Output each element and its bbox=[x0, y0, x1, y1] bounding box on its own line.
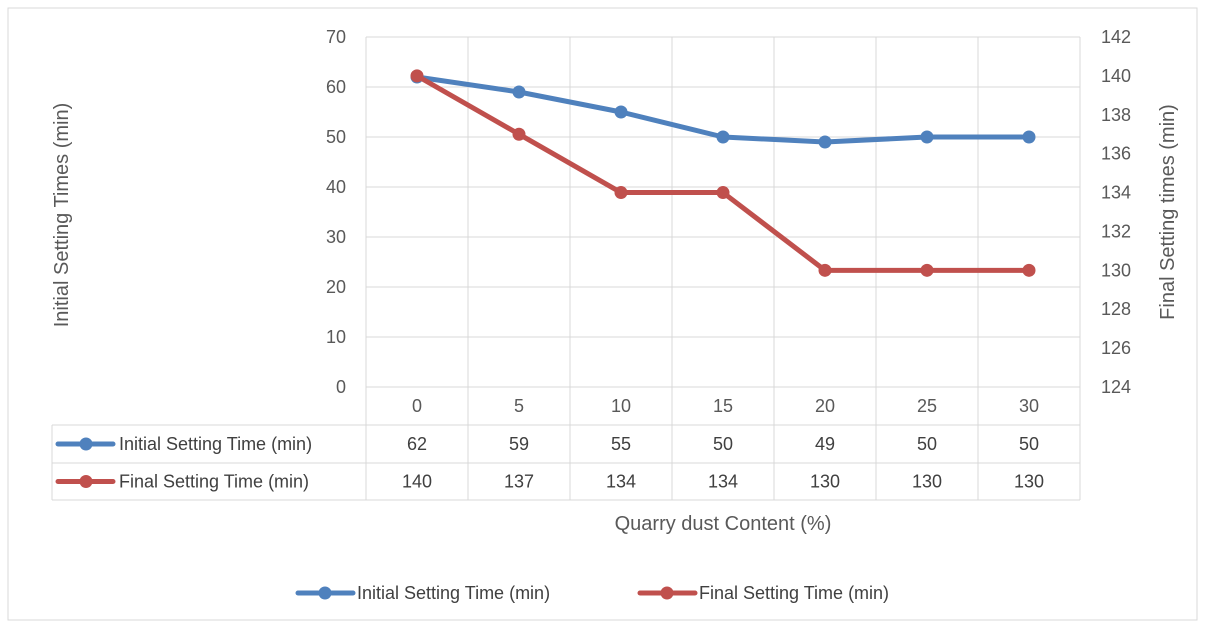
x-tick-label: 15 bbox=[713, 396, 733, 416]
y-left-tick-label: 50 bbox=[326, 127, 346, 147]
table-cell-value: 130 bbox=[810, 472, 840, 492]
table-cell-value: 59 bbox=[509, 434, 529, 454]
table-cell-value: 134 bbox=[606, 472, 636, 492]
x-tick-label: 30 bbox=[1019, 396, 1039, 416]
data-point bbox=[818, 263, 832, 277]
y-left-tick-label: 30 bbox=[326, 227, 346, 247]
table-cell-value: 49 bbox=[815, 434, 835, 454]
y-right-tick-label: 130 bbox=[1101, 260, 1131, 280]
y-right-tick-label: 138 bbox=[1101, 105, 1131, 125]
legend-key-marker bbox=[660, 586, 674, 600]
labels-layer: 0102030405060701241261281301321341361381… bbox=[51, 27, 1179, 535]
data-point bbox=[716, 186, 730, 200]
table-cell-value: 134 bbox=[708, 472, 738, 492]
y-left-tick-label: 70 bbox=[326, 27, 346, 47]
legend-label: Initial Setting Time (min) bbox=[357, 583, 550, 603]
table-cell-value: 62 bbox=[407, 434, 427, 454]
table-legend-key-marker bbox=[79, 437, 93, 451]
y-right-tick-label: 140 bbox=[1101, 66, 1131, 86]
table-cell-value: 130 bbox=[1014, 472, 1044, 492]
table-cell-value: 140 bbox=[402, 472, 432, 492]
table-cell-value: 50 bbox=[1019, 434, 1039, 454]
data-point bbox=[1022, 263, 1036, 277]
table-cell-value: 130 bbox=[912, 472, 942, 492]
data-point bbox=[1022, 130, 1036, 144]
y-left-tick-label: 20 bbox=[326, 277, 346, 297]
data-point bbox=[512, 127, 526, 141]
y-right-tick-label: 132 bbox=[1101, 221, 1131, 241]
table-row-label: Final Setting Time (min) bbox=[119, 472, 309, 492]
data-point bbox=[512, 85, 526, 99]
y-right-tick-label: 136 bbox=[1101, 144, 1131, 164]
table-cell-value: 50 bbox=[917, 434, 937, 454]
y-left-axis-title: Initial Setting Times (min) bbox=[51, 103, 73, 328]
y-left-tick-label: 40 bbox=[326, 177, 346, 197]
x-tick-label: 25 bbox=[917, 396, 937, 416]
y-left-tick-label: 10 bbox=[326, 327, 346, 347]
legend-key-marker bbox=[318, 586, 332, 600]
table-cell-value: 55 bbox=[611, 434, 631, 454]
data-point bbox=[410, 69, 424, 83]
data-point bbox=[920, 263, 934, 277]
y-right-tick-label: 126 bbox=[1101, 338, 1131, 358]
y-right-tick-label: 134 bbox=[1101, 183, 1131, 203]
data-table: Initial Setting Time (min) 62 59 55 50 49 50 50… bbox=[51, 387, 1081, 501]
table-cell-value: 50 bbox=[713, 434, 733, 454]
x-tick-label: 0 bbox=[412, 396, 422, 416]
y-right-tick-label: 128 bbox=[1101, 299, 1131, 319]
series-layer bbox=[410, 69, 1036, 277]
table-legend-key-marker bbox=[79, 475, 93, 488]
data-point bbox=[818, 135, 832, 149]
x-axis-title: Quarry dust Content (%) bbox=[615, 513, 832, 535]
data-point bbox=[920, 130, 934, 144]
data-point bbox=[716, 130, 730, 144]
data-point bbox=[614, 105, 628, 119]
y-right-tick-label: 142 bbox=[1101, 27, 1131, 47]
x-tick-label: 20 bbox=[815, 396, 835, 416]
y-right-tick-label: 124 bbox=[1101, 377, 1131, 397]
table-cell-value: 137 bbox=[504, 472, 534, 492]
x-tick-label: 10 bbox=[611, 396, 631, 416]
chart-area bbox=[7, 7, 1198, 621]
y-right-axis-title: Final Setting times (min) bbox=[1157, 104, 1179, 320]
data-point bbox=[614, 186, 628, 200]
legend: Initial Setting Time (min) Final Setting … bbox=[295, 583, 889, 603]
y-left-tick-label: 60 bbox=[326, 77, 346, 97]
table-row-label: Initial Setting Time (min) bbox=[119, 434, 312, 454]
x-tick-label: 5 bbox=[514, 396, 524, 416]
y-left-tick-label: 0 bbox=[336, 377, 346, 397]
legend-label: Final Setting Time (min) bbox=[699, 583, 889, 603]
